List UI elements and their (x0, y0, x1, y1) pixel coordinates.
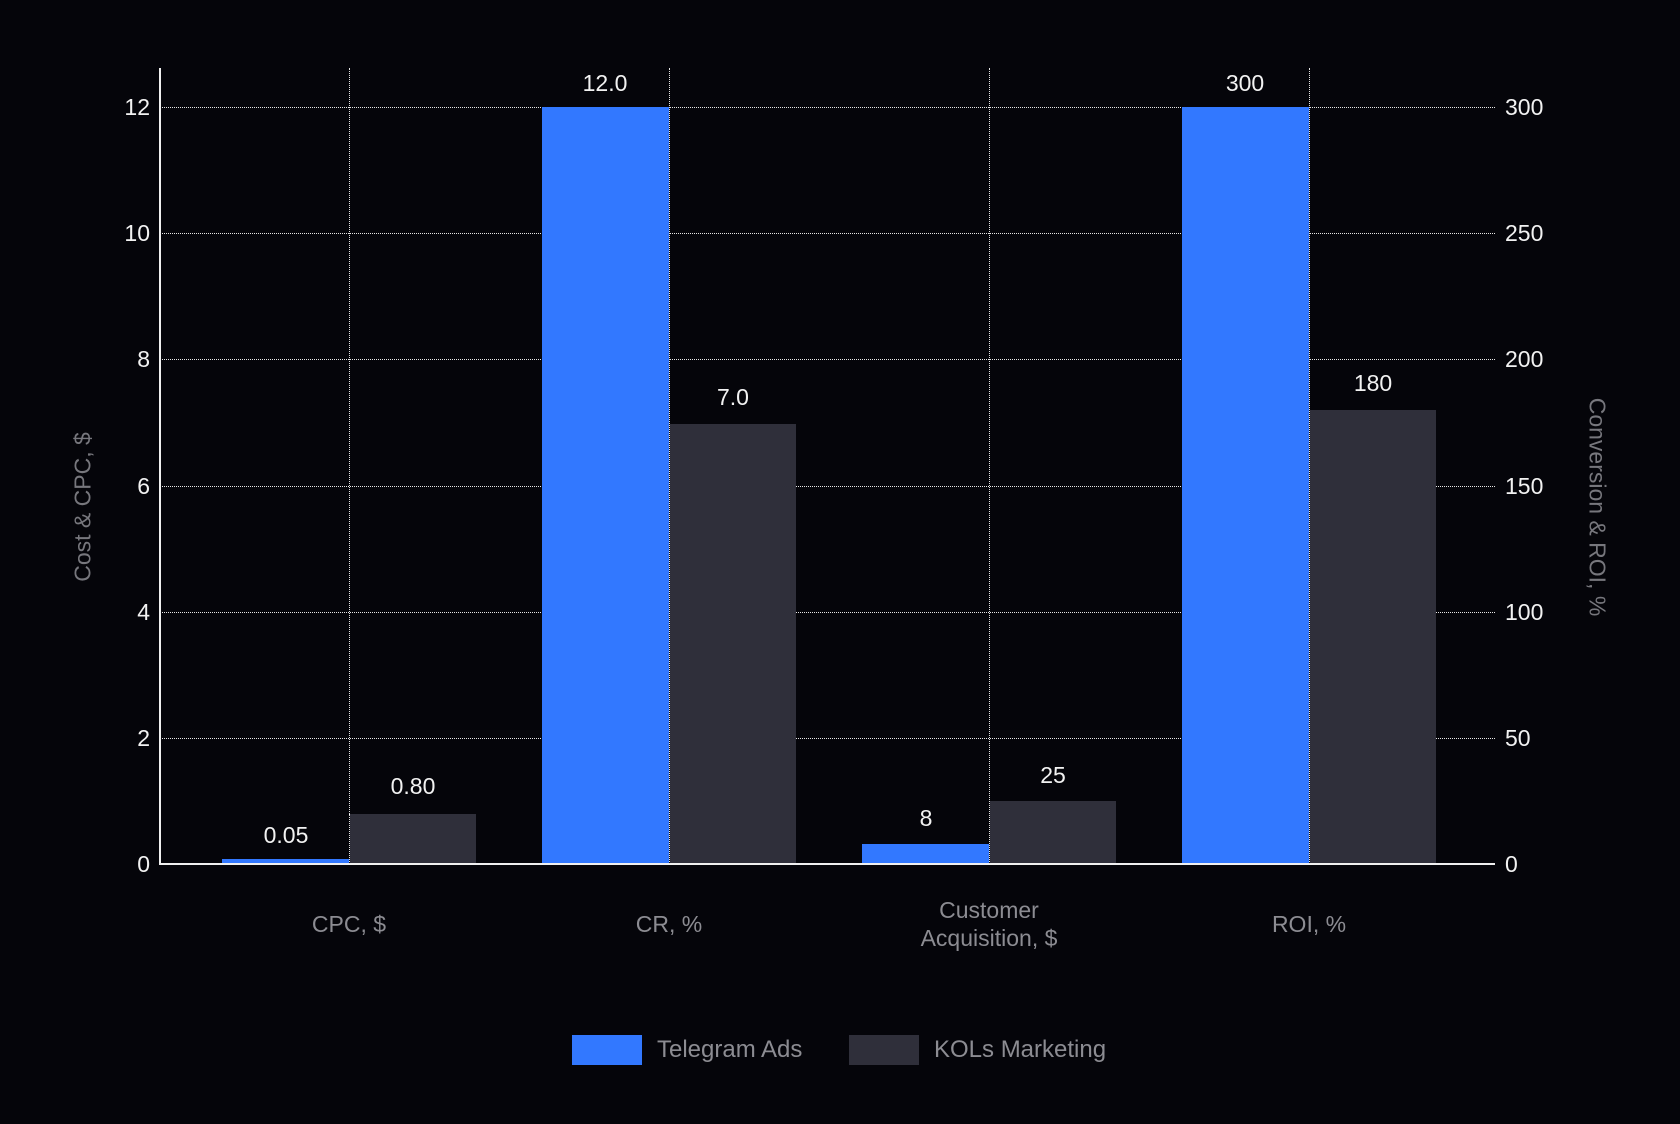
gridline-12 (160, 107, 1495, 108)
value-label: 7.0 (717, 384, 749, 410)
value-label: 12.0 (582, 70, 628, 96)
ytick-left: 6 (137, 473, 150, 499)
category-label-acquisition: Customer Acquisition, $ (859, 896, 1119, 952)
bar-kols-roi (1310, 410, 1436, 864)
ytick-left: 10 (124, 220, 150, 246)
value-label: 8 (919, 805, 933, 831)
y-axis-title-left: Cost & CPC, $ (69, 432, 96, 582)
ytick-right: 0 (1505, 851, 1518, 877)
value-label: 25 (1040, 762, 1066, 788)
gridline-10 (160, 233, 1495, 234)
bar-telegram-cr (542, 107, 669, 864)
gridline-8 (160, 359, 1495, 360)
bar-telegram-cpc (222, 859, 349, 864)
gridline-overlay-3 (989, 801, 990, 864)
legend-swatch-telegram-ads (572, 1035, 642, 1065)
bar-kols-acquisition (990, 801, 1116, 864)
ytick-left: 8 (137, 346, 150, 372)
gridline-overlay-1 (349, 814, 350, 864)
ytick-right: 50 (1505, 725, 1531, 751)
value-label: 0.80 (390, 773, 436, 799)
gridline-overlay-2 (669, 107, 670, 864)
value-label: 300 (1225, 70, 1265, 96)
ytick-right: 150 (1505, 473, 1544, 499)
legend-swatch-kols-marketing (849, 1035, 919, 1065)
category-label-line: Customer (939, 897, 1039, 923)
gridline-cat-1 (349, 68, 350, 864)
gridline-cat-3 (989, 68, 990, 864)
ytick-left: 0 (137, 851, 150, 877)
y-axis-title-right: Conversion & ROI, % (1584, 397, 1611, 617)
category-label-roi: ROI, % (1271, 911, 1347, 937)
category-label-line: Acquisition, $ (920, 925, 1058, 951)
x-axis-baseline (160, 863, 1495, 865)
bar-kols-cr (670, 424, 796, 864)
left-axis-line (159, 68, 161, 865)
category-label-cr: CR, % (635, 911, 703, 937)
legend-label-telegram-ads: Telegram Ads (657, 1036, 803, 1063)
ytick-right: 250 (1505, 220, 1544, 246)
bar-telegram-roi (1182, 107, 1309, 864)
gridline-4 (160, 612, 1495, 613)
gridline-6 (160, 486, 1495, 487)
gridline-overlay-4 (1309, 107, 1310, 864)
legend-label-kols-marketing: KOLs Marketing (934, 1036, 1107, 1063)
bar-kols-cpc (350, 814, 476, 864)
value-label: 180 (1353, 370, 1393, 396)
ytick-right: 200 (1505, 346, 1544, 372)
ytick-left: 4 (137, 599, 150, 625)
category-label-cpc: CPC, $ (311, 911, 387, 937)
ytick-left: 2 (137, 725, 150, 751)
ytick-right: 100 (1505, 599, 1544, 625)
ytick-right: 300 (1505, 94, 1544, 120)
value-label: 0.05 (263, 822, 309, 848)
ytick-left: 12 (124, 94, 150, 120)
gridline-2 (160, 738, 1495, 739)
bar-telegram-acquisition (862, 844, 989, 864)
